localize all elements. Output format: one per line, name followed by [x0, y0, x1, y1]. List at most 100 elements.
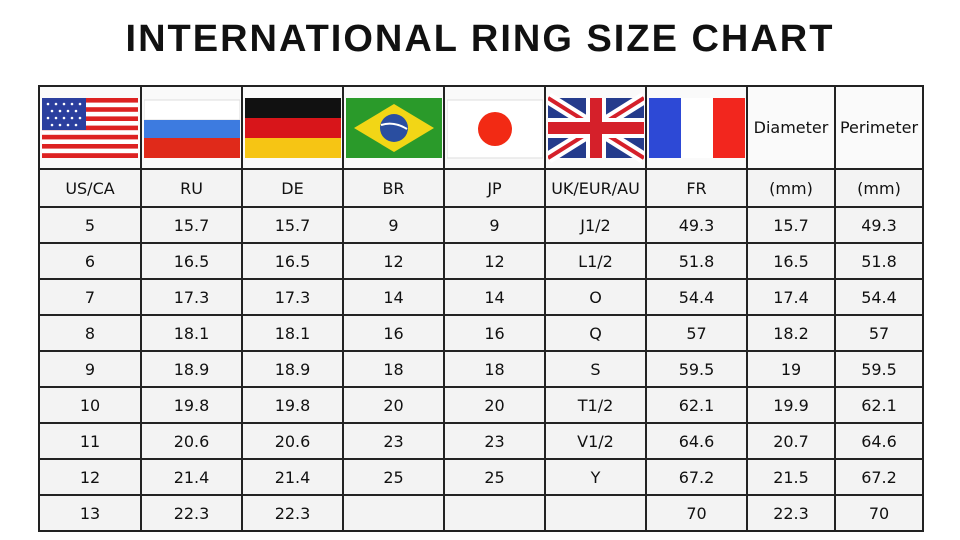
- table-cell: 19.9: [746, 386, 836, 424]
- table-row: 11 20.6 20.6 23 23 V1/2 64.6 20.7 64.6: [38, 422, 924, 460]
- table-cell: 16.5: [746, 242, 836, 280]
- table-cell: 23: [342, 422, 445, 460]
- table-cell: 18.1: [140, 314, 243, 352]
- table-cell: 15.7: [746, 206, 836, 244]
- flag-cell: [38, 85, 142, 170]
- table-cell: 9: [38, 350, 142, 388]
- table-cell: 67.2: [645, 458, 748, 496]
- table-cell: Q: [544, 314, 647, 352]
- header-row: US/CA RU DE BR JP UK/EUR/AU FR (mm) (mm): [38, 168, 924, 208]
- russia-flag-icon: [143, 99, 240, 158]
- table-cell: 19.8: [241, 386, 344, 424]
- table-cell: 14: [342, 278, 445, 316]
- table-row: 8 18.1 18.1 16 16 Q 57 18.2 57: [38, 314, 924, 352]
- diameter-label: Diameter: [746, 85, 836, 170]
- table-cell: 54.4: [834, 278, 924, 316]
- table-cell: 22.3: [241, 494, 344, 532]
- table-cell: 62.1: [834, 386, 924, 424]
- table-row: 6 16.5 16.5 12 12 L1/2 51.8 16.5 51.8: [38, 242, 924, 280]
- flag-cell: [342, 85, 445, 170]
- table-cell: 51.8: [645, 242, 748, 280]
- table-cell: 70: [645, 494, 748, 532]
- table-cell: 25: [342, 458, 445, 496]
- column-header: UK/EUR/AU: [544, 168, 647, 208]
- table-cell: 18.9: [241, 350, 344, 388]
- france-flag-icon: [648, 97, 745, 158]
- table-row: 12 21.4 21.4 25 25 Y 67.2 21.5 67.2: [38, 458, 924, 496]
- table-cell: 20: [342, 386, 445, 424]
- uk-flag-icon: [547, 92, 644, 163]
- table-cell: 6: [38, 242, 142, 280]
- table-row: 9 18.9 18.9 18 18 S 59.5 19 59.5: [38, 350, 924, 388]
- table-cell: 21.4: [140, 458, 243, 496]
- column-header: (mm): [746, 168, 836, 208]
- flag-cell: [645, 85, 748, 170]
- column-header: DE: [241, 168, 344, 208]
- japan-flag-icon: [446, 99, 543, 158]
- table-cell: 67.2: [834, 458, 924, 496]
- table-row: 7 17.3 17.3 14 14 O 54.4 17.4 54.4: [38, 278, 924, 316]
- table-cell: 12: [443, 242, 546, 280]
- table-cell: 15.7: [140, 206, 243, 244]
- table-cell: 64.6: [645, 422, 748, 460]
- table-row: 10 19.8 19.8 20 20 T1/2 62.1 19.9 62.1: [38, 386, 924, 424]
- table-cell: 70: [834, 494, 924, 532]
- table-cell: 21.4: [241, 458, 344, 496]
- table-cell: 18.2: [746, 314, 836, 352]
- flag-cell: [544, 85, 647, 170]
- brazil-flag-icon: [345, 97, 442, 158]
- table-row: 13 22.3 22.3 70 22.3 70: [38, 494, 924, 532]
- table-cell: 19: [746, 350, 836, 388]
- table-cell: 11: [38, 422, 142, 460]
- flag-row: Diameter Perimeter: [38, 85, 924, 170]
- table-cell: 57: [645, 314, 748, 352]
- table-cell: V1/2: [544, 422, 647, 460]
- column-header: US/CA: [38, 168, 142, 208]
- flag-cell: [241, 85, 344, 170]
- table-cell: 13: [38, 494, 142, 532]
- table-cell: 16.5: [241, 242, 344, 280]
- table-cell: 14: [443, 278, 546, 316]
- table-cell: 22.3: [746, 494, 836, 532]
- table-cell: 62.1: [645, 386, 748, 424]
- table-cell: 9: [342, 206, 445, 244]
- table-cell: 12: [38, 458, 142, 496]
- table-cell: 5: [38, 206, 142, 244]
- table-cell: [544, 494, 647, 532]
- ring-size-table: Diameter Perimeter US/CA RU DE BR JP UK/EUR/A…: [38, 85, 924, 532]
- table-cell: 20.7: [746, 422, 836, 460]
- table-cell: 16.5: [140, 242, 243, 280]
- table-cell: 18.9: [140, 350, 243, 388]
- table-cell: 16: [342, 314, 445, 352]
- table-cell: [443, 494, 546, 532]
- column-header: JP: [443, 168, 546, 208]
- table-cell: 59.5: [645, 350, 748, 388]
- table-cell: 57: [834, 314, 924, 352]
- table-cell: 54.4: [645, 278, 748, 316]
- table-cell: 8: [38, 314, 142, 352]
- table-cell: [342, 494, 445, 532]
- flag-cell: [443, 85, 546, 170]
- table-cell: 20.6: [140, 422, 243, 460]
- page-title: INTERNATIONAL RING SIZE CHART: [125, 18, 835, 60]
- table-cell: L1/2: [544, 242, 647, 280]
- table-cell: 18: [342, 350, 445, 388]
- germany-flag-icon: [244, 97, 341, 158]
- table-cell: 22.3: [140, 494, 243, 532]
- table-cell: 12: [342, 242, 445, 280]
- table-cell: S: [544, 350, 647, 388]
- table-cell: 17.3: [241, 278, 344, 316]
- table-cell: 10: [38, 386, 142, 424]
- table-cell: 7: [38, 278, 142, 316]
- table-cell: 15.7: [241, 206, 344, 244]
- us-flag-icon: [42, 97, 138, 158]
- table-cell: 16: [443, 314, 546, 352]
- column-header: RU: [140, 168, 243, 208]
- table-cell: 49.3: [645, 206, 748, 244]
- column-header: FR: [645, 168, 748, 208]
- table-cell: 17.3: [140, 278, 243, 316]
- table-cell: 64.6: [834, 422, 924, 460]
- column-header: BR: [342, 168, 445, 208]
- table-cell: 23: [443, 422, 546, 460]
- table-cell: 59.5: [834, 350, 924, 388]
